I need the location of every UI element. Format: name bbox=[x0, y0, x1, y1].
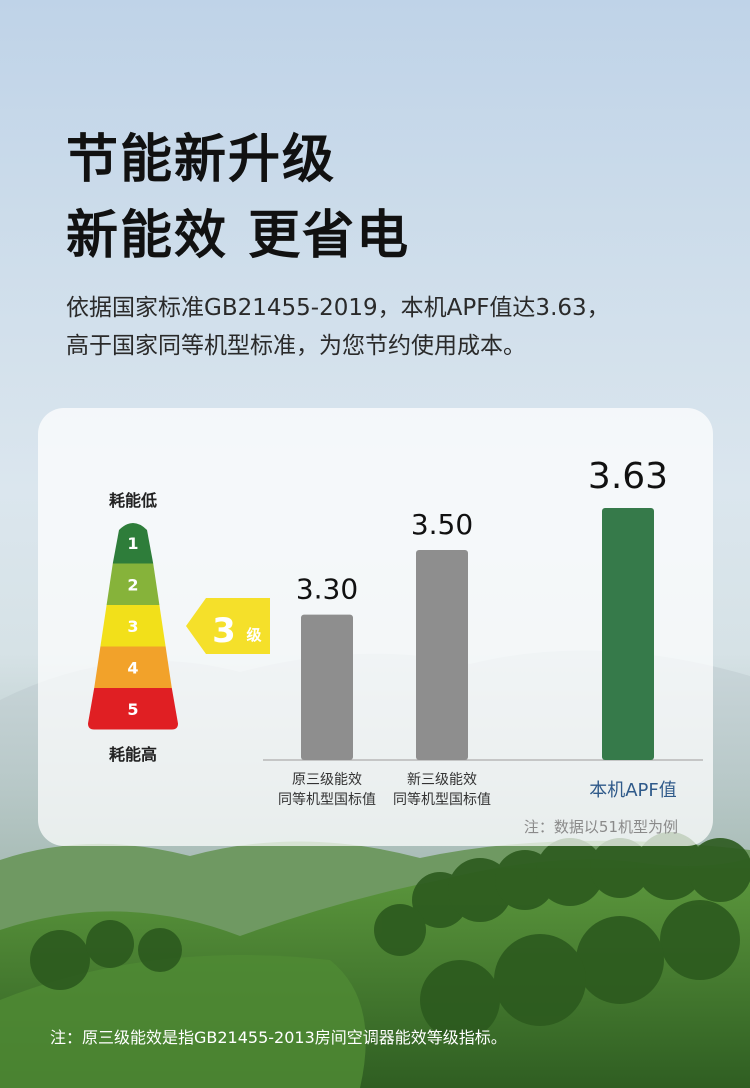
tree-clusters bbox=[30, 832, 750, 1040]
meadow bbox=[0, 955, 366, 1088]
bar-value-label-3: 3.63 bbox=[588, 456, 668, 497]
subtitle-line-2: 高于国家同等机型标准，为您节约使用成本。 bbox=[66, 333, 526, 359]
category-label-1-line-2: 同等机型国标值 bbox=[278, 791, 376, 808]
headline-line-2: 新能效 更省电 bbox=[66, 206, 411, 266]
energy-level-label-3: 3 bbox=[127, 617, 138, 636]
chart-note: 注：数据以51机型为例 bbox=[524, 818, 678, 836]
energy-level-label-2: 2 bbox=[127, 575, 138, 594]
footnote: 注：原三级能效是指GB21455-2013房间空调器能效等级指标。 bbox=[50, 1028, 507, 1047]
energy-level-tier-1 bbox=[112, 523, 154, 564]
energy-level-tier-2 bbox=[106, 563, 160, 605]
category-label-2-line-1: 新三级能效 bbox=[407, 772, 477, 788]
subtitle-line-1: 依据国家标准GB21455-2019，本机APF值达3.63， bbox=[66, 295, 610, 321]
bar-value-label-2: 3.50 bbox=[411, 508, 473, 541]
energy-level-tier-5 bbox=[88, 688, 178, 730]
energy-level-tier-3 bbox=[100, 605, 166, 647]
level-indicator-unit: 级 bbox=[246, 626, 262, 644]
bar-2 bbox=[416, 550, 468, 760]
energy-scale-top-label: 耗能低 bbox=[109, 491, 157, 510]
current-level-indicator: 3 级 bbox=[186, 598, 270, 654]
energy-level-label-4: 4 bbox=[127, 658, 138, 677]
energy-level-tier-4 bbox=[94, 646, 172, 688]
bar-1 bbox=[301, 614, 353, 760]
headline-line-1: 节能新升级 bbox=[66, 130, 337, 190]
bar-value-label-1: 3.30 bbox=[296, 573, 358, 606]
category-label-1-line-1: 原三级能效 bbox=[292, 772, 362, 788]
category-label-2-line-2: 同等机型国标值 bbox=[393, 791, 491, 808]
energy-level-label-1: 1 bbox=[127, 534, 138, 553]
energy-level-pyramid: 1 2 3 4 5 bbox=[88, 523, 178, 730]
bar-3 bbox=[602, 508, 654, 760]
energy-level-label-5: 5 bbox=[127, 700, 138, 719]
category-label-3: 本机APF值 bbox=[589, 780, 677, 801]
energy-scale-bottom-label: 耗能高 bbox=[109, 745, 157, 764]
level-arrow-shape bbox=[186, 598, 270, 654]
level-indicator-number: 3 bbox=[212, 611, 236, 651]
